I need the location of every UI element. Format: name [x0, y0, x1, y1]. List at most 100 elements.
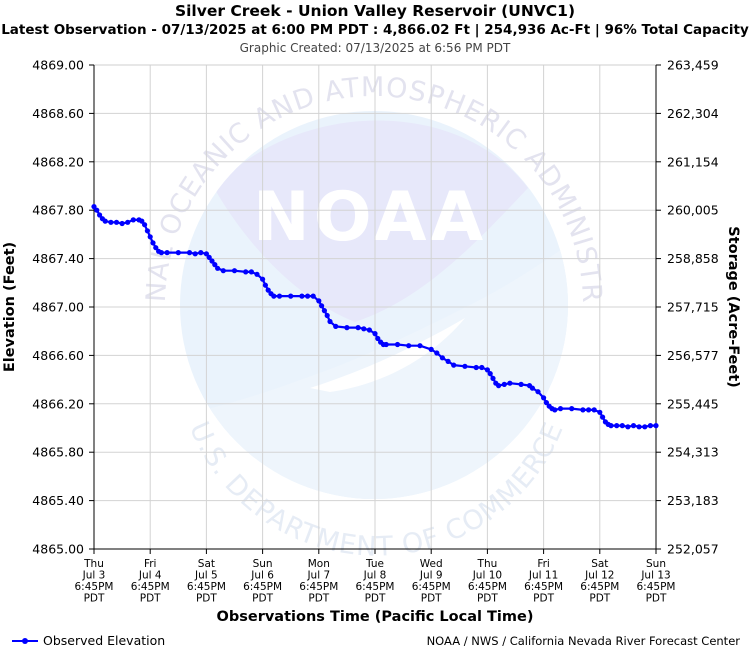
- data-point: [276, 293, 283, 299]
- observed-elevation-series: [91, 204, 659, 430]
- x-tick-label: 6:45PM: [243, 581, 282, 593]
- data-point: [535, 389, 541, 395]
- data-point: [220, 268, 226, 274]
- y-right-tick-label: 262,304: [667, 106, 719, 121]
- data-point: [439, 355, 445, 361]
- footer-credit: NOAA / NWS / California Nevada River For…: [427, 634, 741, 648]
- x-tick-label: 6:45PM: [299, 581, 338, 593]
- data-point: [164, 250, 170, 256]
- data-point: [552, 407, 558, 413]
- y-left-tick-label: 4866.60: [32, 348, 84, 363]
- data-point: [321, 308, 327, 314]
- data-point: [108, 219, 114, 225]
- data-point: [586, 407, 592, 413]
- y-left-tick-label: 4865.80: [32, 445, 84, 460]
- graphic-created: Graphic Created: 07/13/2025 at 6:56 PM P…: [240, 41, 511, 55]
- x-tick-label: Thu: [83, 558, 104, 570]
- x-tick-label: 6:45PM: [356, 581, 395, 593]
- data-point: [434, 350, 440, 356]
- x-tick-label: Mon: [308, 558, 330, 570]
- data-point: [102, 218, 108, 224]
- data-point: [507, 380, 513, 386]
- data-point: [591, 407, 597, 413]
- data-point: [319, 303, 325, 309]
- data-point: [375, 335, 381, 342]
- data-point: [215, 265, 221, 271]
- data-point: [569, 406, 575, 412]
- x-tick-label: PDT: [589, 593, 610, 605]
- x-tick-label: Fri: [144, 558, 157, 570]
- data-point: [473, 364, 479, 371]
- y-left-tick-label: 4868.60: [32, 106, 84, 121]
- y-left-tick-label: 4867.40: [32, 251, 84, 266]
- data-point: [243, 269, 249, 275]
- data-point: [324, 312, 330, 319]
- data-point: [630, 423, 637, 429]
- y-right-tick-label: 253,183: [667, 493, 719, 508]
- data-point: [139, 218, 145, 224]
- y-right-tick-label: 257,715: [667, 300, 719, 315]
- x-tick-label: Sun: [253, 558, 273, 570]
- data-point: [91, 204, 97, 210]
- x-axis-label: Observations Time (Pacific Local Time): [217, 609, 534, 625]
- x-tick-label: PDT: [477, 593, 498, 605]
- watermark-logo-text: NOAA: [253, 178, 487, 257]
- y-left-tick-label: 4867.00: [32, 300, 84, 315]
- x-tick-label: Tue: [365, 558, 384, 570]
- data-point: [653, 423, 659, 429]
- y-left-tick-label: 4865.00: [32, 542, 84, 557]
- data-point: [130, 217, 136, 223]
- x-tick-label: PDT: [196, 593, 217, 605]
- data-point: [305, 293, 311, 299]
- y-right-tick-label: 255,445: [667, 396, 719, 411]
- data-point: [192, 251, 198, 257]
- data-point: [316, 298, 322, 304]
- data-point: [619, 423, 625, 429]
- data-point: [231, 268, 238, 274]
- data-point: [212, 262, 218, 268]
- y-right-tick-label: 261,154: [667, 154, 719, 169]
- x-tick-label: Wed: [420, 558, 443, 570]
- x-tick-label: Jul 4: [138, 570, 162, 582]
- data-point: [636, 424, 642, 430]
- data-point: [600, 414, 606, 420]
- data-point: [361, 326, 367, 332]
- data-point: [406, 343, 412, 349]
- data-point: [428, 346, 434, 352]
- x-tick-label: Jul 10: [472, 570, 502, 582]
- data-point: [451, 362, 457, 368]
- data-point: [625, 424, 631, 430]
- data-point: [501, 381, 507, 387]
- data-point: [490, 375, 496, 381]
- x-tick-label: PDT: [421, 593, 442, 605]
- y-right-tick-label: 263,459: [667, 58, 719, 73]
- chart-subtitle: Latest Observation - 07/13/2025 at 6:00 …: [1, 22, 749, 38]
- x-tick-label: 6:45PM: [524, 581, 563, 593]
- x-tick-label: PDT: [84, 593, 105, 605]
- x-tick-label: PDT: [140, 593, 161, 605]
- data-point: [487, 371, 493, 377]
- x-tick-label: 6:45PM: [412, 581, 451, 593]
- data-point: [142, 222, 148, 228]
- x-tick-label: Jul 5: [194, 570, 218, 582]
- x-tick-label: 6:45PM: [75, 581, 114, 593]
- x-tick-label: PDT: [533, 593, 554, 605]
- x-tick-label: 6:45PM: [637, 581, 676, 593]
- x-tick-label: Jul 8: [363, 570, 387, 582]
- data-point: [479, 364, 485, 371]
- data-point: [484, 367, 490, 373]
- data-point: [150, 240, 156, 246]
- x-tick-label: Jul 3: [82, 570, 106, 582]
- x-tick-label: PDT: [365, 593, 386, 605]
- data-point: [144, 228, 150, 234]
- data-point: [113, 219, 120, 225]
- data-point: [248, 269, 254, 275]
- data-point: [147, 234, 153, 240]
- legend: Observed Elevation: [12, 633, 165, 648]
- data-point: [580, 407, 586, 413]
- data-point: [260, 276, 266, 282]
- x-tick-label: Jul 9: [419, 570, 443, 582]
- x-tick-label: 6:45PM: [468, 581, 507, 593]
